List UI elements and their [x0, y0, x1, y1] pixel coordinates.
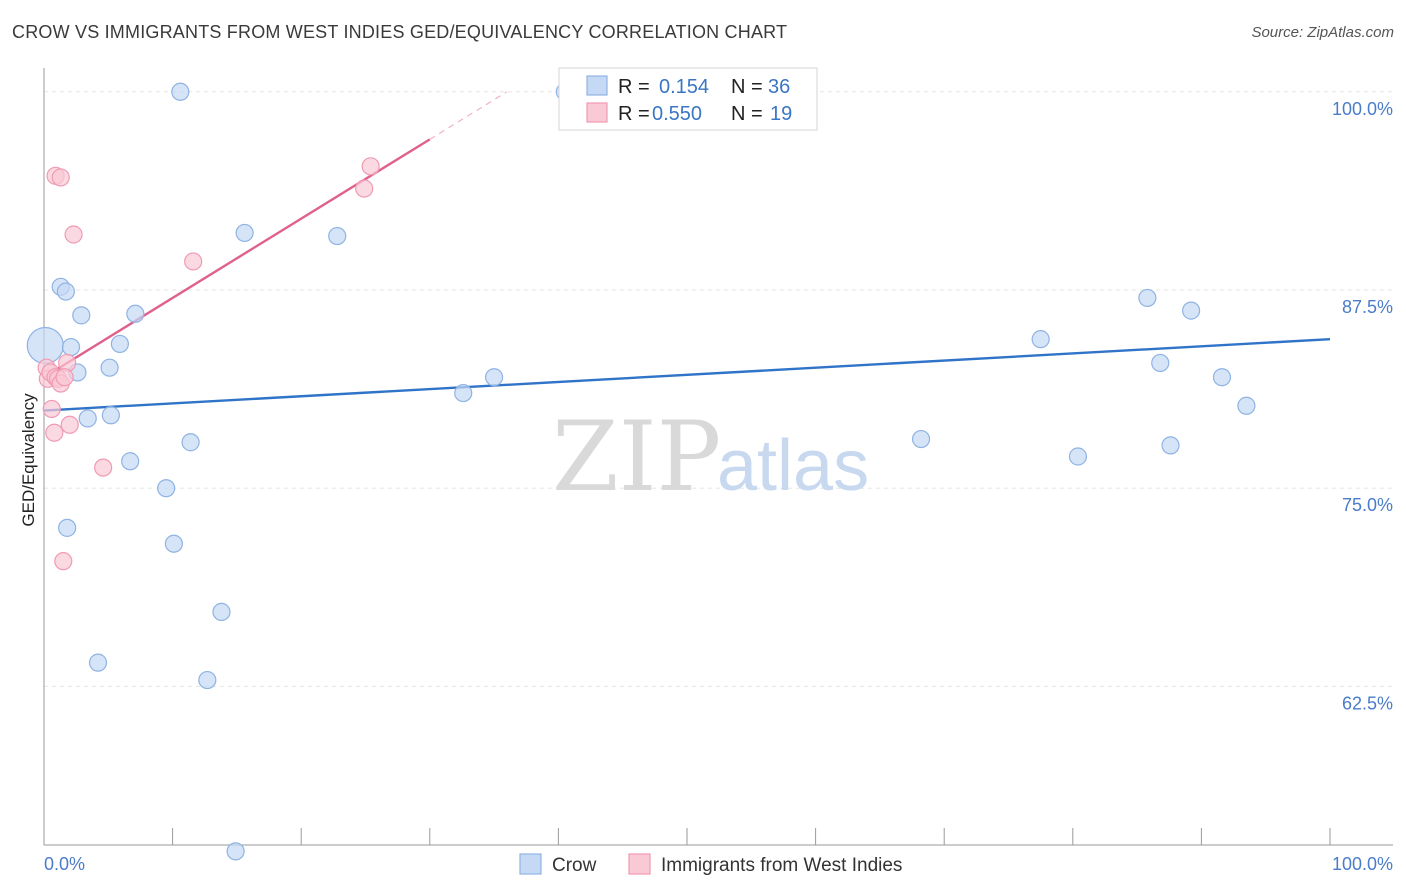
crow-point-4 — [72, 306, 91, 325]
crow-point-3 — [61, 337, 81, 357]
westindies-point-4 — [45, 423, 64, 442]
legend-wi-n-label: N = — [731, 103, 763, 125]
westindies-point-17 — [361, 157, 380, 176]
bottom-legend-wi-swatch — [628, 853, 651, 875]
crow-point-33 — [1212, 368, 1232, 387]
bottom-legend-crow-swatch — [519, 853, 542, 875]
x-tick-label-0: 0.0% — [44, 854, 85, 874]
stats-legend: R = 0.154 N = 36 R = 0.550 N = 19 — [558, 67, 818, 131]
source-label: Source: ZipAtlas.com — [1251, 24, 1394, 41]
crow-point-34 — [1237, 396, 1256, 415]
trend-lines — [43, 91, 1331, 412]
chart-title: CROW VS IMMIGRANTS FROM WEST INDIES GED/… — [12, 22, 788, 42]
crow-point-29 — [1138, 288, 1157, 308]
crow-point-2 — [56, 282, 75, 301]
watermark-atlas: atlas — [717, 426, 869, 506]
crow-point-26 — [911, 429, 931, 449]
westindies-point-14 — [94, 458, 113, 477]
crow-point-15 — [181, 433, 200, 452]
crow-point-18 — [226, 842, 245, 861]
westindies-trend-extension — [429, 91, 508, 140]
crow-point-16 — [198, 670, 217, 690]
crow-point-10 — [121, 452, 140, 471]
grid-lines — [44, 91, 1393, 687]
legend-crow-swatch — [586, 75, 608, 96]
series-legend: Crow Immigrants from West Indies — [519, 853, 902, 876]
legend-crow-r-value: 0.154 — [659, 76, 709, 98]
crow-point-30 — [1151, 353, 1170, 373]
legend-crow-n-label: N = — [731, 76, 763, 98]
crow-point-6 — [88, 653, 108, 672]
crow-point-5 — [78, 409, 97, 428]
westindies-point-9 — [51, 168, 70, 187]
x-tick-label-1: 100.0% — [1332, 854, 1393, 874]
westindies-point-10 — [54, 552, 73, 571]
crow-point-23 — [485, 368, 504, 387]
legend-crow-r-label: R = — [618, 76, 650, 98]
westindies-point-12 — [60, 415, 79, 434]
bottom-legend-wi-label: Immigrants from West Indies — [661, 855, 902, 876]
crow-trend-line — [43, 337, 1331, 412]
westindies-point-18 — [55, 368, 74, 387]
crow-point-14 — [171, 82, 190, 101]
crow-point-28 — [1068, 447, 1088, 466]
watermark-zip: ZIP — [552, 401, 721, 513]
x-axis-ticks: 0.0% 100.0% — [43, 828, 1393, 874]
bottom-legend-crow-label: Crow — [552, 855, 597, 876]
data-points — [26, 82, 1256, 861]
crow-point-7 — [100, 358, 119, 377]
crow-point-17 — [212, 602, 231, 622]
y-axis-ticks: 62.5% 75.0% 87.5% 100.0% — [1332, 99, 1393, 714]
crow-point-22 — [454, 383, 473, 403]
westindies-point-15 — [184, 252, 203, 271]
legend-wi-n-value: 19 — [770, 103, 792, 125]
crow-point-32 — [1182, 301, 1201, 320]
legend-wi-swatch — [586, 102, 608, 123]
westindies-trend-line — [43, 138, 431, 379]
crow-point-19 — [235, 223, 254, 243]
crow-point-27 — [1031, 330, 1050, 349]
crow-point-11 — [126, 304, 145, 323]
westindies-point-13 — [64, 225, 83, 244]
y-axis-label: GED/Equivalency — [19, 393, 38, 527]
crow-point-20 — [328, 226, 347, 246]
y-tick-label-0: 62.5% — [1342, 693, 1393, 713]
y-tick-label-3: 100.0% — [1332, 99, 1393, 119]
crow-point-21 — [58, 518, 77, 537]
legend-crow-n-value: 36 — [768, 76, 790, 98]
crow-point-9 — [110, 334, 129, 354]
crow-point-0 — [26, 326, 64, 365]
crow-point-31 — [1161, 436, 1180, 455]
crow-point-8 — [101, 406, 120, 425]
westindies-point-16 — [355, 179, 374, 198]
westindies-point-3 — [42, 399, 61, 419]
legend-wi-r-label: R = — [618, 103, 650, 125]
legend-wi-r-value: 0.550 — [652, 103, 702, 125]
y-tick-label-1: 75.0% — [1342, 495, 1393, 515]
crow-point-13 — [164, 534, 183, 553]
crow-point-12 — [157, 479, 176, 498]
y-tick-label-2: 87.5% — [1342, 297, 1393, 317]
